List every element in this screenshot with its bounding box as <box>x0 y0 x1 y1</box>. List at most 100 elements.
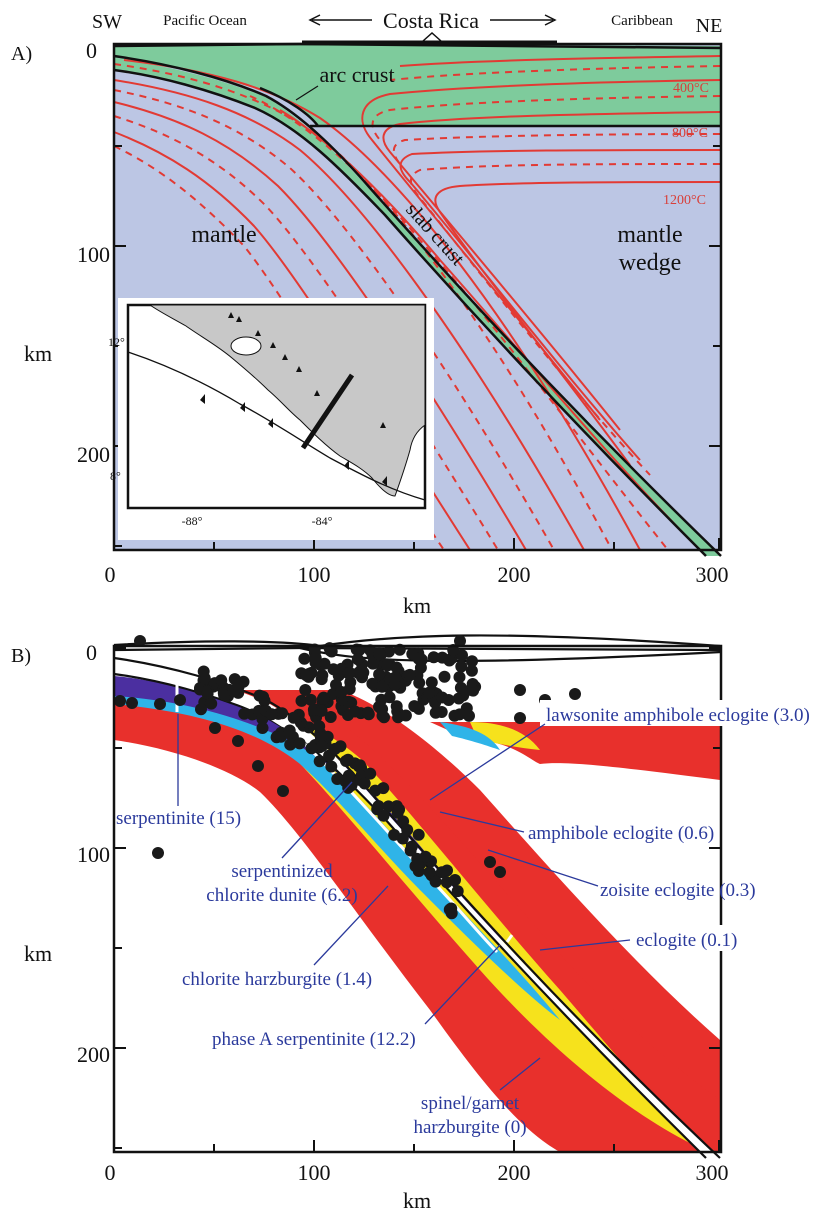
panel-b-letter: B) <box>11 645 31 667</box>
earthquake-dot <box>449 874 461 886</box>
earthquake-dot <box>569 688 581 700</box>
facies-labels: lawsonite amphibole eclogite (3.0) serpe… <box>116 700 810 1138</box>
earthquake-dot <box>443 654 456 667</box>
earthquake-dot <box>238 707 251 720</box>
earthquake-dot <box>423 866 436 879</box>
earthquake-dot <box>277 785 289 797</box>
earthquake-dot <box>404 844 417 857</box>
inset-profile-line <box>300 373 355 450</box>
label-lawsonite: lawsonite amphibole eclogite (3.0) <box>546 705 810 726</box>
earthquake-dot <box>467 684 480 697</box>
earthquake-dot <box>134 635 146 647</box>
arc-crust-label: arc crust <box>319 62 394 87</box>
earthquake-dot <box>412 828 425 841</box>
wedge-tongue-cyan <box>440 722 500 750</box>
earthquake-dot <box>232 735 244 747</box>
earthquake-dot <box>329 742 342 755</box>
earthquake-dot <box>373 648 386 660</box>
label-serpentinite: serpentinite (15) <box>116 808 241 829</box>
y-axis-title: km <box>24 341 52 366</box>
label-phaseA: phase A serpentinite (12.2) <box>212 1029 416 1050</box>
earthquake-dot <box>325 760 338 773</box>
isotherm-1200-label: 1200°C <box>663 193 706 208</box>
earthquake-dot <box>339 775 352 788</box>
earthquake-dot <box>201 687 214 700</box>
inset-lat-12: 12° <box>108 335 125 349</box>
earthquake-dot <box>265 708 278 721</box>
earthquake-dot <box>257 690 270 703</box>
chlorite-harzburgite-zone <box>114 675 700 1148</box>
earthquake-dot <box>451 885 464 898</box>
earthquake-dot <box>381 659 394 672</box>
earthquake-dot <box>340 755 352 767</box>
earthquake-dot <box>318 657 331 670</box>
panel-a-letter: A) <box>11 43 32 65</box>
earthquake-dot <box>456 649 468 662</box>
earthquake-dot <box>445 907 458 920</box>
earthquake-dot <box>442 694 455 706</box>
panel-b: B) <box>11 634 810 1213</box>
earthquake-dot <box>408 700 421 713</box>
earthquake-dot <box>382 800 395 813</box>
earthquake-dot <box>315 704 328 717</box>
earthquake-dot <box>152 847 164 859</box>
earthquake-dot <box>313 720 326 733</box>
earthquake-dot <box>369 784 382 797</box>
b-x-tick-200: 200 <box>498 1160 531 1185</box>
label-serp-chlorite-2: chlorite dunite (6.2) <box>206 885 357 906</box>
y-tick-0: 0 <box>86 38 97 63</box>
earthquake-dot <box>174 694 186 706</box>
sw-label: SW <box>92 11 122 33</box>
earthquake-dot <box>372 800 385 813</box>
x-tick-300: 300 <box>696 562 729 587</box>
b-x-axis-title: km <box>403 1188 431 1213</box>
x-tick-100: 100 <box>298 562 331 587</box>
earthquake-dot <box>126 697 138 709</box>
earthquake-dot <box>453 708 466 721</box>
earthquake-dot <box>429 875 442 888</box>
costa-rica-arrows <box>308 14 557 26</box>
earthquake-dot <box>352 760 365 773</box>
label-amphibole: amphibole eclogite (0.6) <box>528 823 714 844</box>
b-y-tick-0: 0 <box>86 640 97 665</box>
earthquake-dot <box>283 727 296 740</box>
panel-b-frame <box>112 644 723 1154</box>
earthquake-dot <box>366 677 379 690</box>
earthquake-dot <box>232 680 245 693</box>
costa-rica-label: Costa Rica <box>383 8 479 33</box>
crust-boundaries <box>113 42 722 557</box>
earthquake-dot <box>354 665 367 678</box>
earthquake-dot <box>313 755 326 768</box>
panel-a-frame <box>112 42 723 552</box>
b-y-tick-100: 100 <box>77 842 110 867</box>
earthquake-dot <box>195 703 207 716</box>
b-y-tick-200: 200 <box>77 1042 110 1067</box>
b-y-axis-title: km <box>24 941 52 966</box>
label-chlorite-harz: chlorite harzburgite (1.4) <box>182 969 372 990</box>
earthquake-dot <box>300 669 313 682</box>
earthquake-dot <box>466 655 478 668</box>
inset-lon-88: -88° <box>182 514 203 528</box>
earthquake-dot <box>411 852 424 865</box>
earthquake-dot <box>305 742 318 755</box>
panel-a: SW NE Pacific Ocean Costa Rica Caribbean… <box>11 8 729 618</box>
isotherm-800-label: 800°C <box>672 126 708 141</box>
earthquake-dot <box>423 686 436 699</box>
earthquake-dots <box>114 635 581 920</box>
earthquake-dot <box>358 777 371 790</box>
arc-crust-leader <box>295 85 319 101</box>
earthquake-dot <box>154 698 166 710</box>
earthquake-dot <box>114 695 126 707</box>
earthquake-dot <box>455 660 468 673</box>
earthquake-dot <box>256 722 269 734</box>
earthquake-dot <box>276 707 289 720</box>
earthquake-dot <box>388 678 401 691</box>
earthquake-dot <box>316 669 329 682</box>
earthquake-dot <box>425 676 438 689</box>
mantle-wedge-label-2: wedge <box>619 250 682 276</box>
earthquake-dot <box>373 668 386 681</box>
isotherm-400-label: 400°C <box>673 81 709 96</box>
earthquake-dot <box>309 651 322 664</box>
earthquake-dot <box>324 711 337 723</box>
